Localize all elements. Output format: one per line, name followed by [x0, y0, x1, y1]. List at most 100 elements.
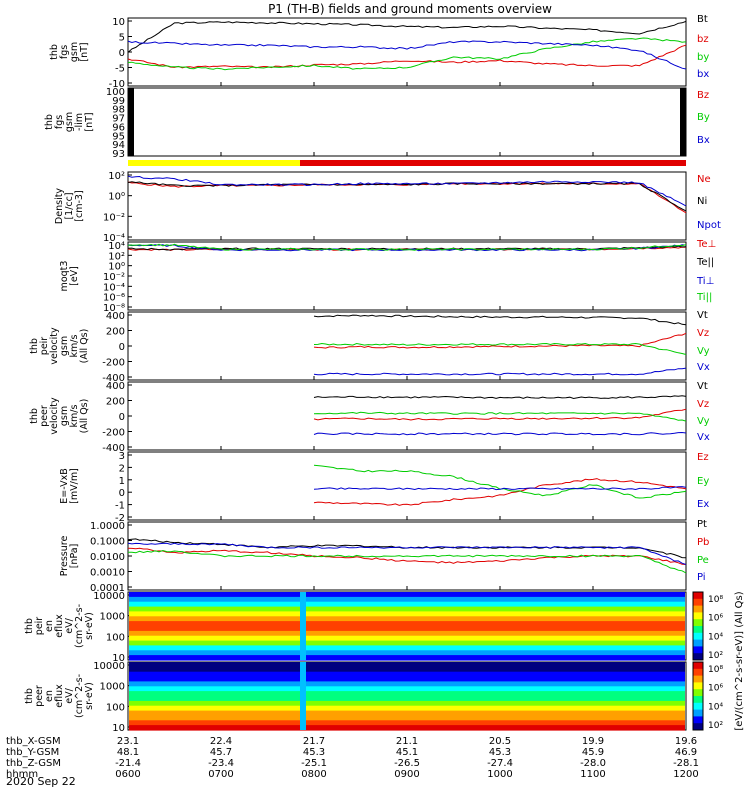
x-axis-value: -21.4 [115, 758, 141, 769]
x-axis-value: 21.1 [396, 736, 418, 747]
y-axis-label-line: (cm^2-s- [74, 604, 85, 648]
legend-entry: Vz [697, 399, 709, 410]
spectrogram-band [129, 686, 685, 692]
series-line-Vy [313, 342, 687, 355]
x-axis-table: thb_X-GSMthb_Y-GSMthb_Z-GSMhhmm23.148.1-… [6, 736, 699, 780]
y-axis-label-line: eV/ [64, 617, 75, 633]
colorbar-tick-label: 10⁶ [708, 614, 723, 624]
y-axis-label: thbfgsgsm-lim[nT] [44, 112, 95, 132]
x-axis-value: -27.4 [487, 758, 513, 769]
y-axis-label: thbfgsgsm[nT] [49, 42, 90, 62]
legend-entry: Vz [697, 328, 709, 339]
legend-entry: Bx [697, 135, 710, 146]
legend-entry: Bz [697, 90, 709, 101]
series-line-Vz [313, 408, 687, 421]
series-line-Ez [313, 478, 687, 506]
legend-entry: bz [697, 34, 709, 45]
colorbar-tick-label: 10⁶ [708, 684, 723, 694]
y-axis-label-line: fgs [54, 115, 65, 129]
x-axis-value: 22.4 [210, 736, 232, 747]
figure-title: P1 (TH-B) fields and ground moments over… [268, 2, 552, 16]
y-tick-label: -1 [115, 501, 125, 512]
panel-frame [127, 381, 687, 451]
colorbar-tick-label: 10⁴ [708, 632, 723, 642]
spectrogram-band [129, 671, 685, 678]
y-tick-label: 3 [119, 451, 125, 462]
series-line-Vt [313, 395, 687, 400]
y-tick-label: 10⁰ [108, 192, 125, 203]
colorbar-step [693, 646, 703, 654]
series-line-Ne [127, 181, 687, 214]
y-tick-label: 1.0000 [90, 521, 125, 532]
legend-entry: Ez [697, 452, 709, 463]
legend-entry: Ne [697, 174, 711, 185]
y-tick-label: 5 [119, 33, 125, 44]
colorbar-step [693, 598, 703, 607]
colorbar-step [693, 702, 703, 711]
x-axis-value: 20.5 [489, 736, 511, 747]
y-axis-label-line: thb [24, 618, 35, 634]
spectrogram-band [129, 710, 685, 717]
spectrogram-band [129, 676, 685, 683]
y-axis-label-line: thb [29, 338, 40, 354]
spectrogram-band [129, 655, 685, 661]
colorbar-step [693, 716, 703, 724]
series-line-Vx [313, 367, 687, 376]
y-tick-label: 93 [112, 149, 125, 160]
y-tick-label: -200 [102, 428, 125, 439]
spectrogram-band [129, 592, 685, 598]
series-line-Ex [313, 486, 687, 491]
y-tick-label: 0 [119, 488, 125, 499]
panel-peir_eflux: thbpeirenefluxeV/(cm^2-s-sr-eV) 10000 1000… [24, 591, 723, 664]
colorbar-step [693, 668, 703, 677]
colorbar-step [693, 619, 703, 627]
y-axis-label-line: en [44, 690, 55, 702]
colorbar-frame [692, 591, 704, 661]
legend-entry: Vx [697, 362, 710, 373]
legend-entry: Npot [697, 220, 721, 231]
colorbar: 10⁸ 10⁶ 10⁴ 10² [692, 591, 723, 661]
y-axis-label: Density[1/cc][cm-3] [54, 188, 85, 224]
legend-entry: bx [697, 69, 709, 80]
spectrogram-band [129, 705, 685, 712]
panel-peer_eflux: thbpeerenefluxeV/(cm^2-s-sr-eV)100001000… [24, 591, 745, 734]
x-axis-value: 0600 [115, 769, 140, 780]
series-line-Npot [127, 175, 687, 207]
y-tick-label: 0 [119, 412, 125, 423]
y-axis-label-line: Density [54, 188, 65, 224]
legend-entry: Ex [697, 499, 709, 510]
y-axis-label-line: eflux [54, 684, 65, 708]
colorbar-step [693, 632, 703, 641]
y-axis-label-line: [nT] [84, 112, 95, 131]
panel-fgs_gsm: thbfgsgsm[nT] 10 5 0 -5 -10 Bt bz by bx [49, 14, 709, 90]
spectrogram-band [129, 640, 685, 647]
spectrogram-band [129, 630, 685, 637]
spectrogram-band [129, 720, 685, 726]
y-tick-label: 0.0100 [90, 552, 125, 563]
series-line-Pi [127, 542, 687, 565]
y-tick-label: 10 [112, 653, 125, 664]
x-axis-value: 45.1 [396, 747, 418, 758]
x-axis-value: 45.3 [489, 747, 511, 758]
y-axis-label-line: km/s [69, 334, 80, 357]
spectrogram-band [129, 645, 685, 651]
y-tick-label: 0 [119, 48, 125, 59]
legend-entry: Te⊥ [696, 239, 716, 250]
panel-frame [127, 87, 687, 157]
panel-density: Density[1/cc][cm-3] 10² 10⁰ 10⁻² 10⁻⁴ Ne Ni Npo… [54, 171, 721, 244]
series-line-Ti|| [127, 243, 687, 251]
y-tick-label: 10⁻² [103, 272, 125, 283]
spectrogram-band [129, 626, 685, 632]
data-gap-block [680, 88, 686, 156]
x-axis-row-label: hhmm [6, 769, 38, 780]
colorbar: 10⁸ 10⁶ 10⁴ 10² [692, 661, 723, 731]
legend-entry: Pt [697, 519, 707, 530]
y-tick-label: 1 [119, 476, 125, 487]
y-axis-label-line: [mV/m] [69, 468, 80, 504]
y-axis-label-line: E=-VxB [59, 468, 70, 503]
y-axis-label-line: Pressure [59, 536, 70, 577]
spectrogram-band [129, 700, 685, 707]
x-axis-value: 45.3 [303, 747, 325, 758]
